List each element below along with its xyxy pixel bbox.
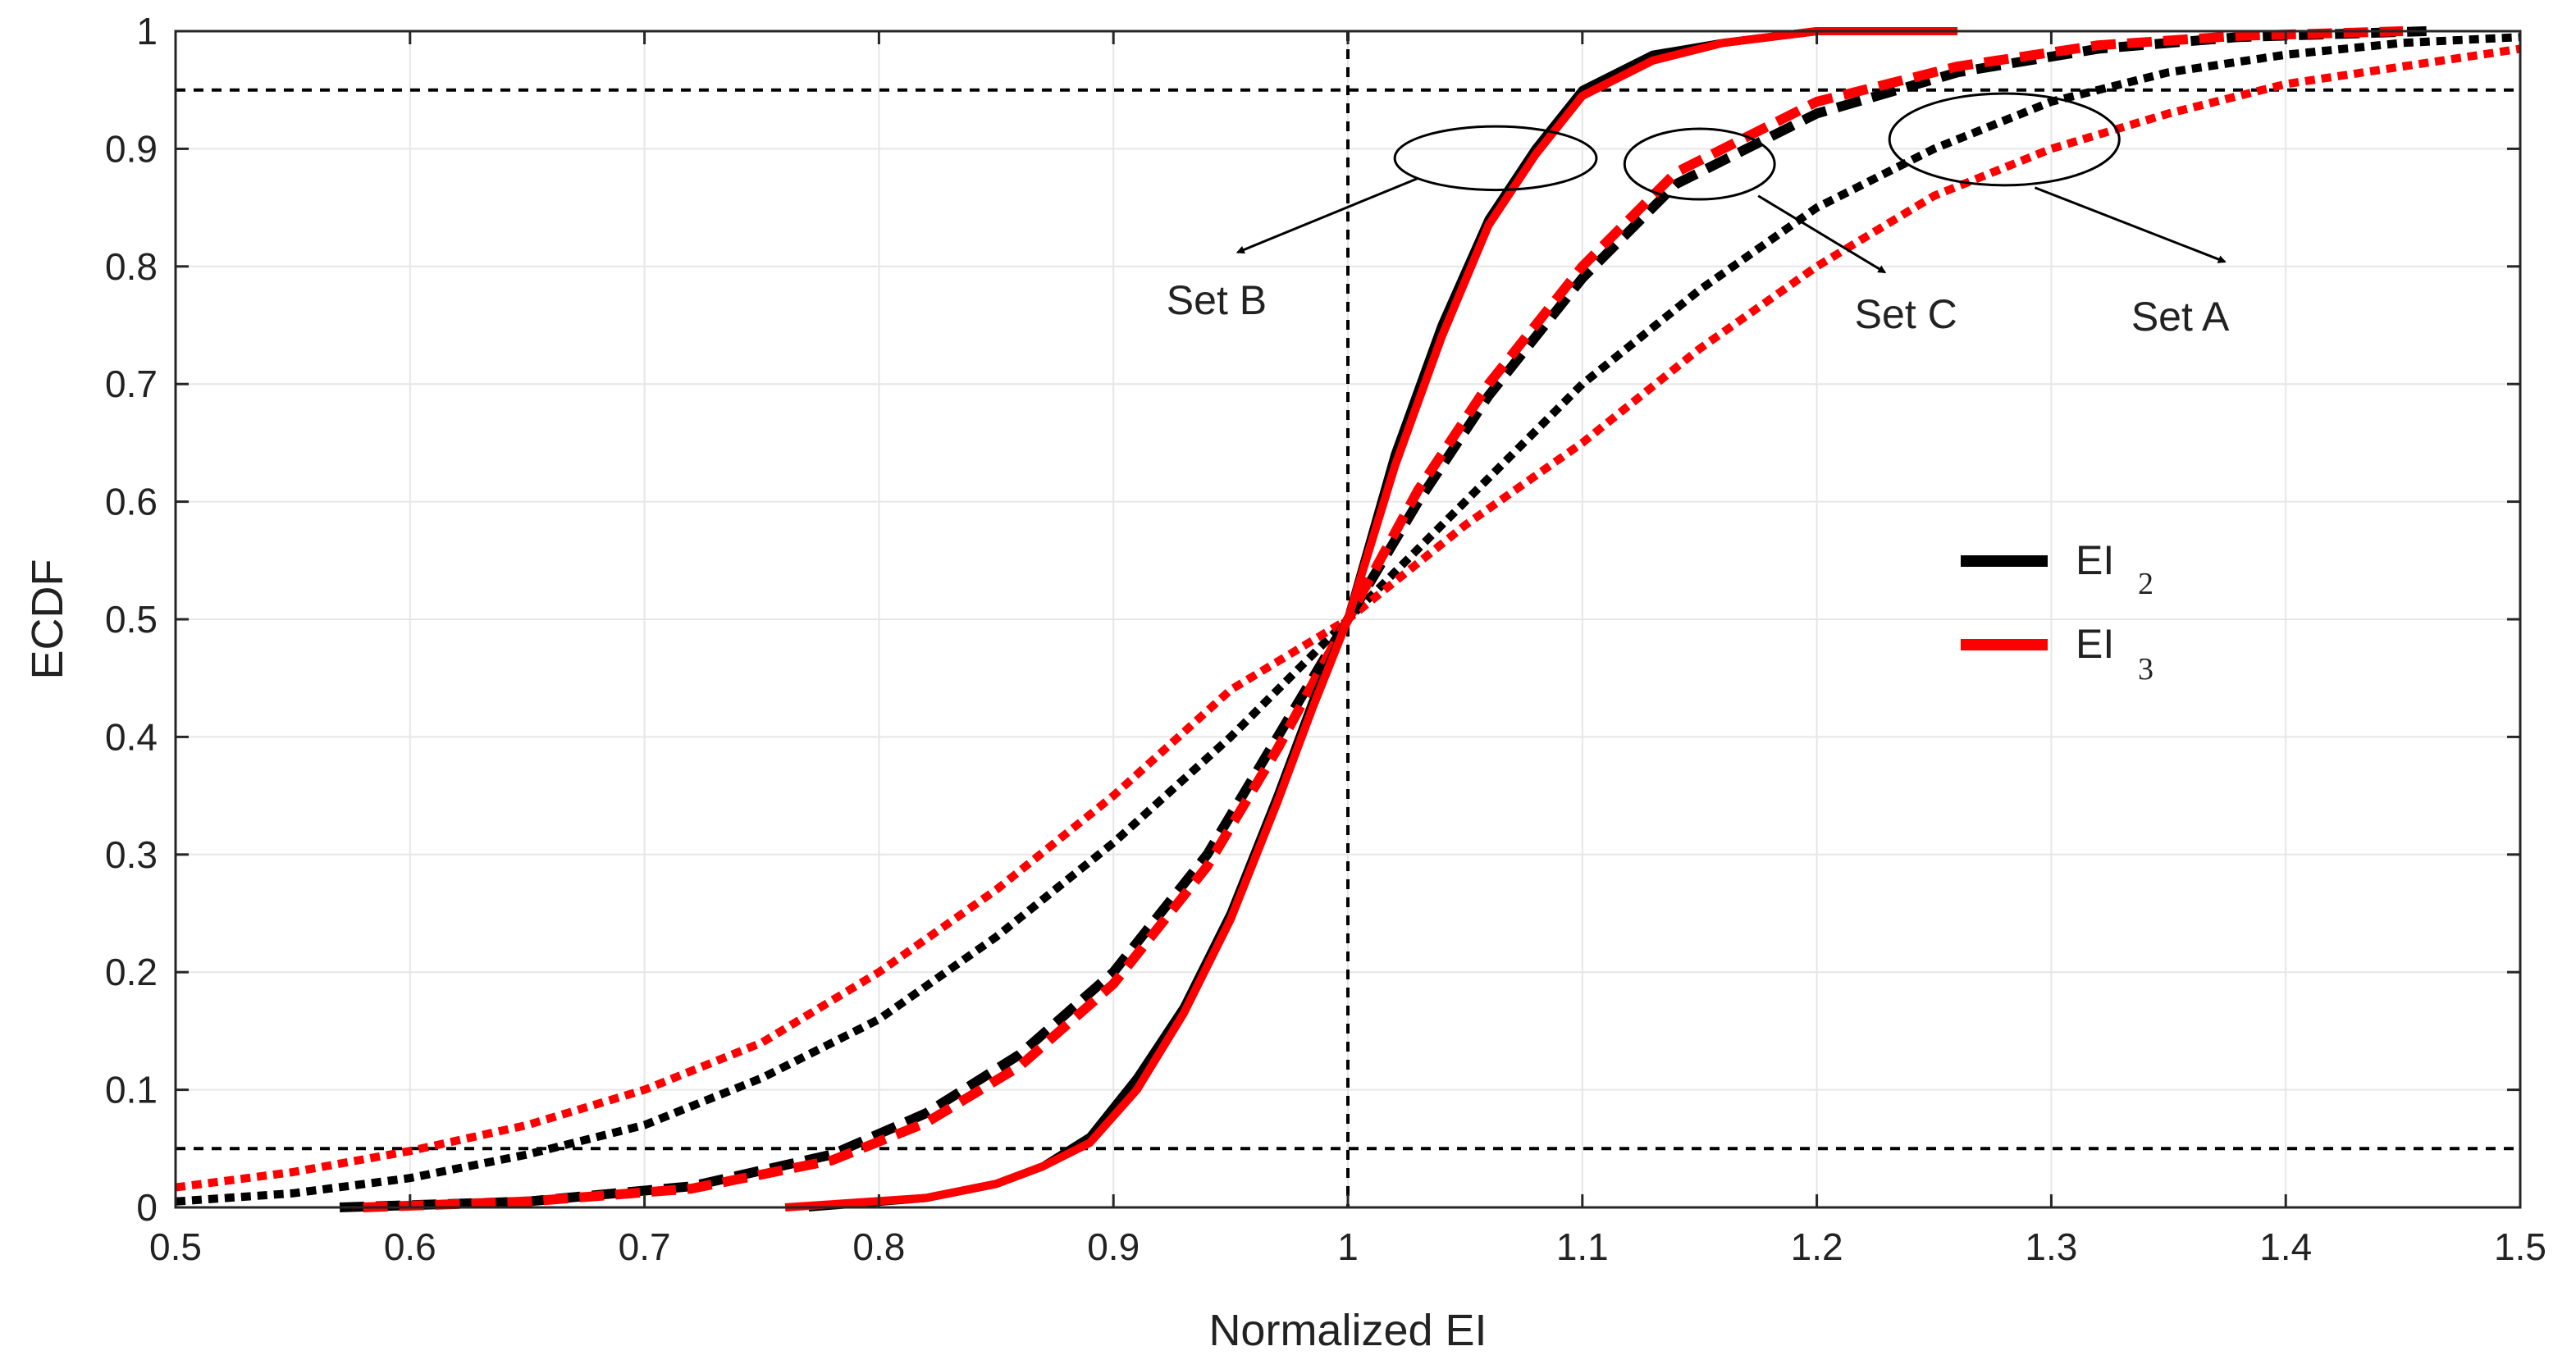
y-tick-label: 0.1 [105,1069,158,1111]
annotation-label-set-c: Set C [1855,291,1957,337]
series-line-set-b-ei3 [784,27,1958,1212]
y-tick-label: 0.7 [105,363,158,405]
annotation-label-set-b: Set B [1167,277,1267,323]
y-tick-label: 0.2 [105,951,158,993]
annotation-arrow-set-a [2034,186,2227,263]
y-tick-label: 0.9 [105,127,158,170]
legend: EI 2 EI 3 [1961,537,2154,687]
annotation-ellipse-set-a [1888,92,2121,187]
legend-subscript-ei3: 3 [2138,652,2154,687]
annotation-arrow-set-c [1757,194,1887,274]
y-tick-label: 0 [136,1186,158,1229]
y-tick-label: 0.8 [105,245,158,288]
y-axis-title: ECDF [23,559,72,680]
x-tick-label: 1.5 [2494,1225,2546,1268]
y-tick-label: 0.6 [105,481,158,523]
x-tick-label: 0.7 [619,1225,671,1268]
x-tick-label: 1.4 [2259,1225,2312,1268]
legend-subscript-ei2: 2 [2138,567,2154,601]
reference-lines [176,31,2520,1207]
x-tick-label: 0.8 [852,1225,905,1268]
x-tick-label: 0.9 [1087,1225,1140,1268]
y-tick-label: 1 [136,10,158,52]
x-tick-label: 1.2 [1791,1225,1843,1268]
x-tick-label: 0.5 [149,1225,202,1268]
y-tick-label: 0.4 [105,715,158,758]
x-tick-label: 1 [1337,1225,1359,1268]
x-tick-label: 1.1 [1556,1225,1609,1268]
annotation-ellipse-set-c [1623,127,1776,201]
annotation-arrow-set-b [1235,176,1419,254]
y-tick-label: 0.5 [105,598,158,641]
series-line-set-c-ei2 [339,26,2427,1212]
x-axis-title: Normalized EI [1208,1306,1487,1355]
legend-label-ei2: EI [2076,537,2114,583]
legend-label-ei3: EI [2076,621,2114,667]
x-tick-label: 0.6 [384,1225,436,1268]
annotation-label-set-a: Set A [2131,294,2230,340]
x-tick-label: 1.3 [2025,1225,2077,1268]
annotations: Set B Set C Set A [1167,92,2230,340]
y-tick-label: 0.3 [105,833,158,876]
data-series [175,26,2521,1212]
tick-labels: 0.5 0.6 0.7 0.8 0.9 1 1.1 1.2 1.3 1.4 1.5 0 0.1 0.2 0.… [105,10,2546,1268]
annotation-ellipse-set-b [1393,125,1598,192]
